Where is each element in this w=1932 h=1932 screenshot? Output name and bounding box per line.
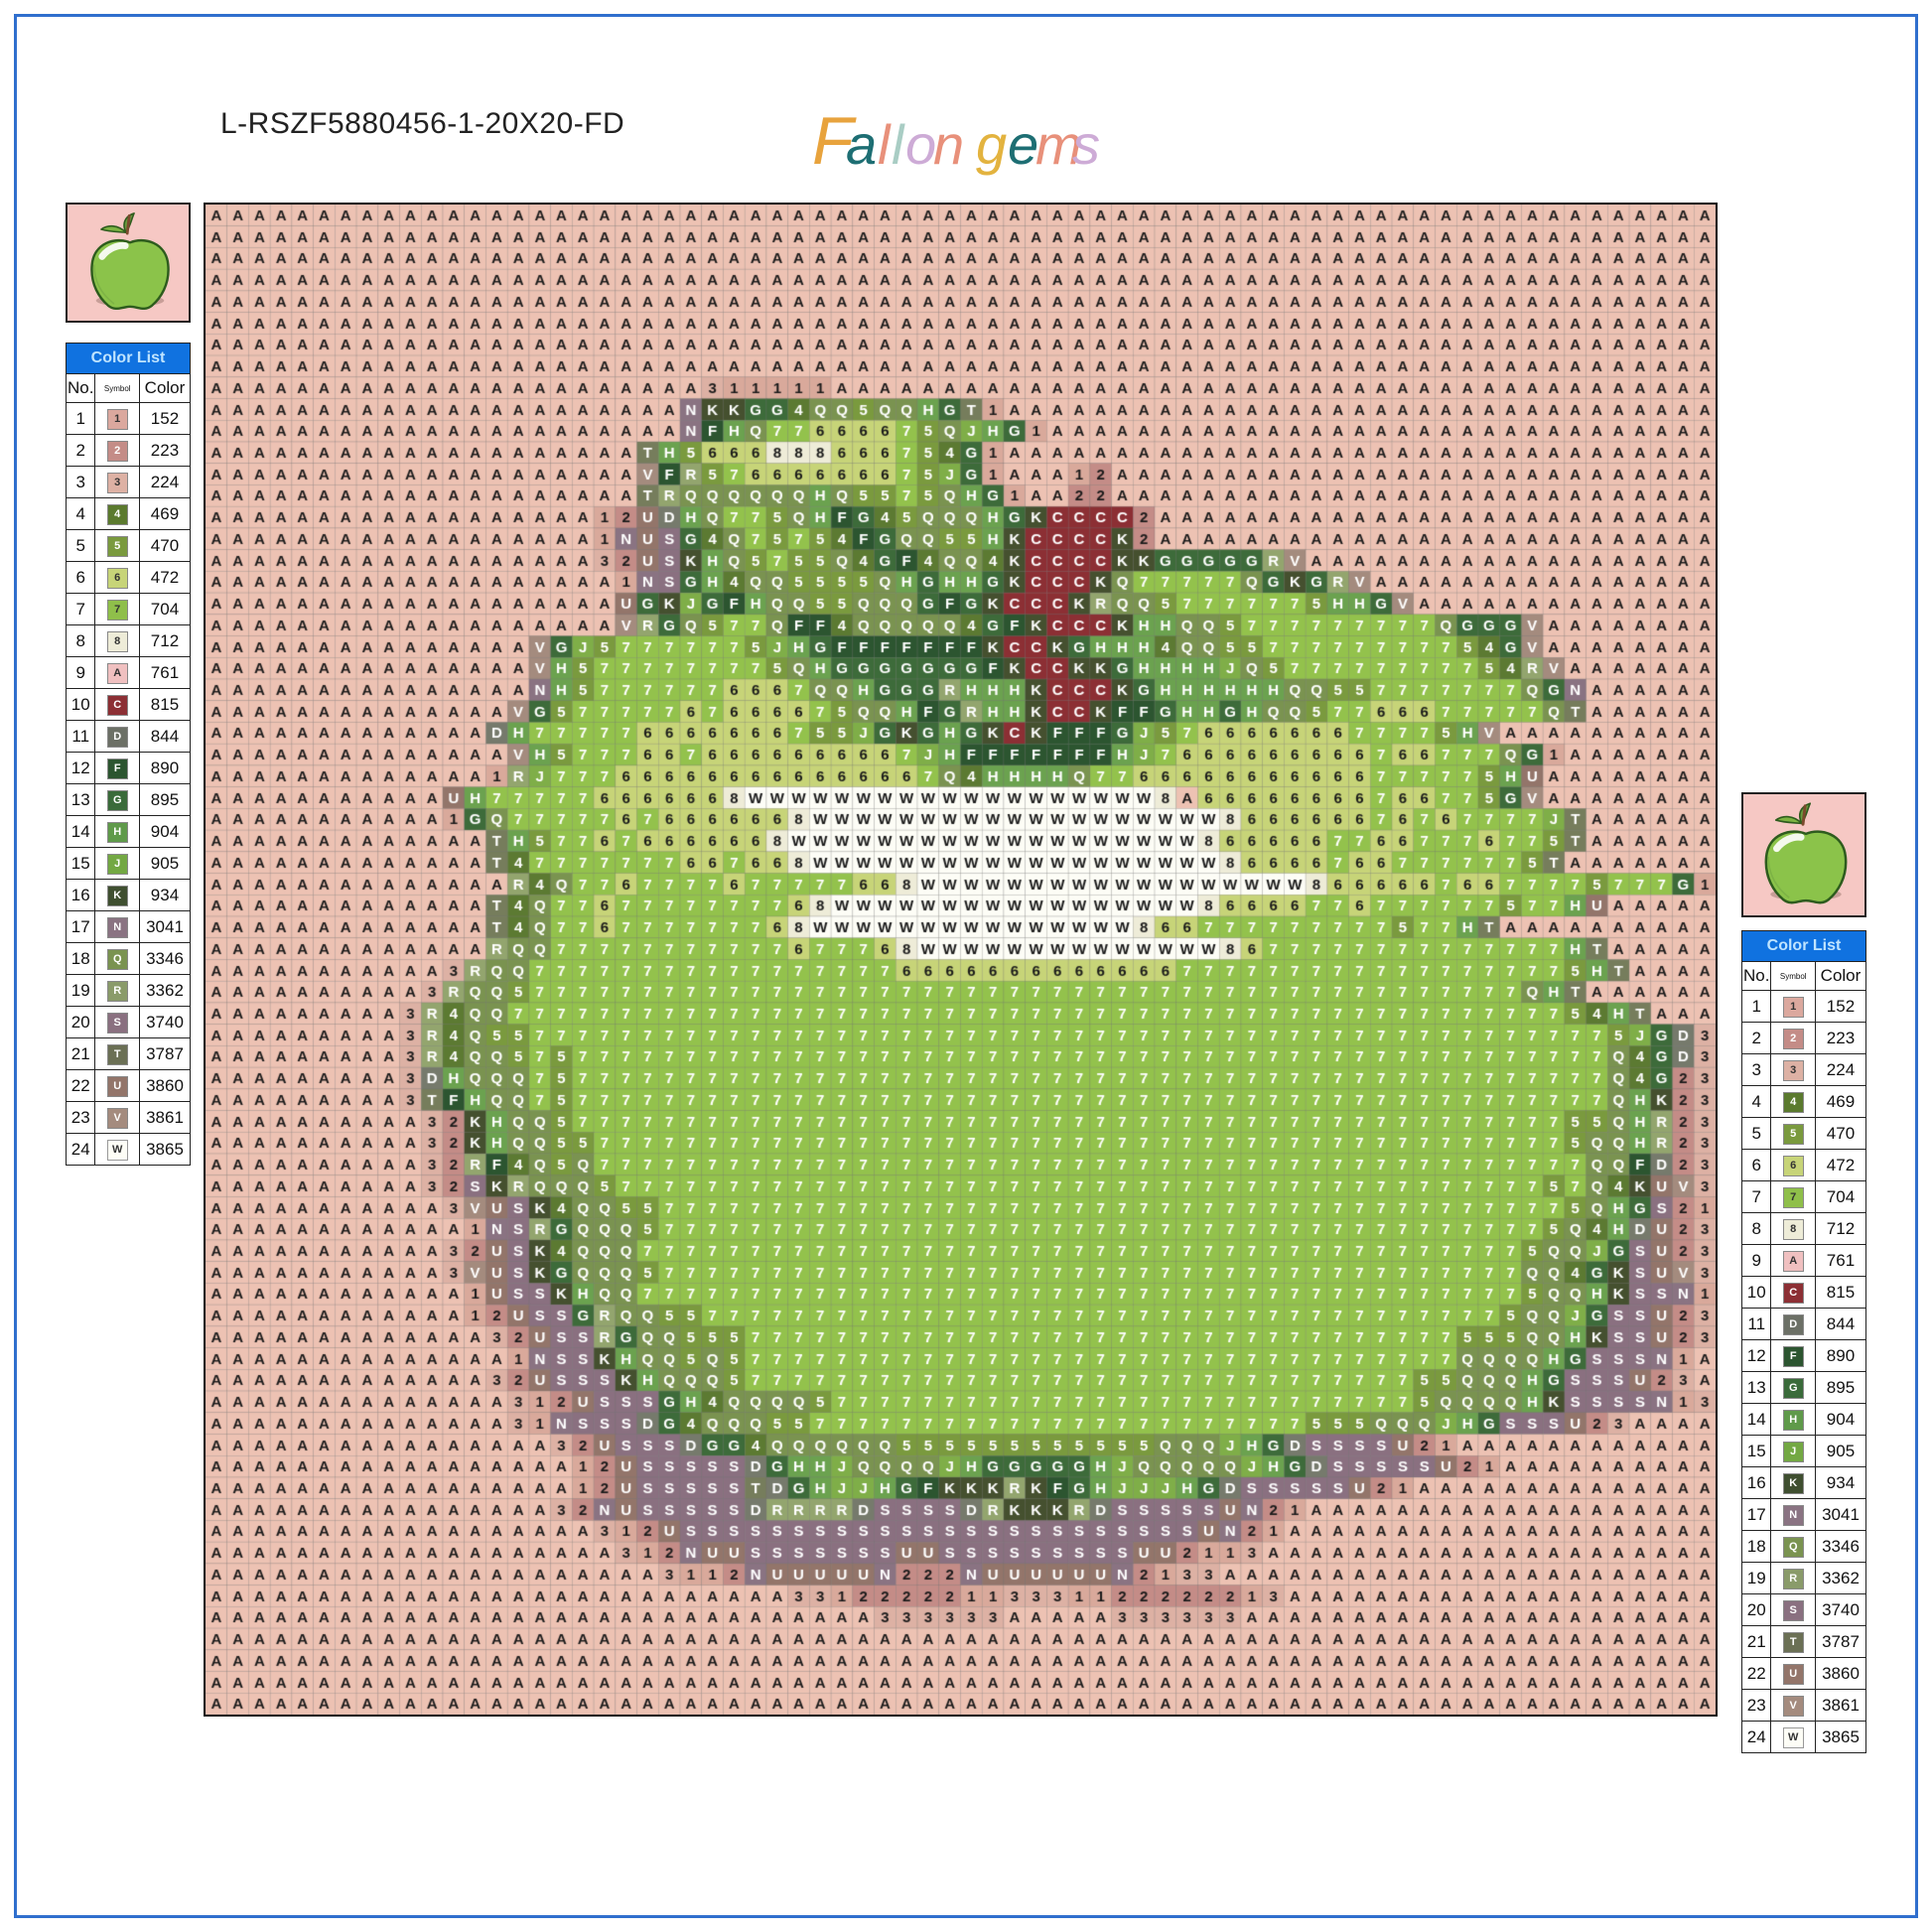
svg-text:e: e — [1008, 113, 1038, 176]
svg-text:o: o — [905, 113, 936, 176]
svg-text:l: l — [878, 113, 892, 176]
svg-text:n: n — [933, 113, 964, 176]
svg-text:a: a — [846, 113, 877, 176]
svg-text:s: s — [1072, 113, 1100, 176]
svg-text:g: g — [976, 113, 1007, 176]
svg-text:l: l — [892, 113, 905, 176]
